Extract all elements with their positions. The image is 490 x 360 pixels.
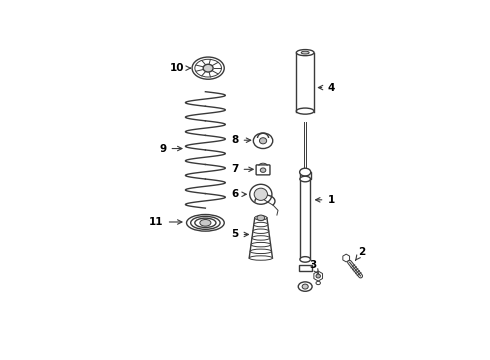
Ellipse shape [249, 256, 272, 260]
Text: 7: 7 [231, 164, 253, 174]
Ellipse shape [302, 284, 308, 289]
Ellipse shape [316, 281, 320, 285]
Ellipse shape [187, 215, 224, 231]
Ellipse shape [296, 50, 314, 56]
Ellipse shape [191, 216, 220, 229]
Ellipse shape [300, 168, 311, 176]
Ellipse shape [259, 138, 267, 144]
Ellipse shape [257, 140, 269, 146]
Ellipse shape [192, 57, 224, 79]
Text: 5: 5 [231, 229, 248, 239]
Ellipse shape [257, 215, 265, 221]
Text: 9: 9 [159, 144, 182, 153]
Ellipse shape [260, 168, 266, 172]
Ellipse shape [316, 274, 320, 278]
Ellipse shape [195, 59, 221, 77]
Text: 11: 11 [149, 217, 182, 227]
Ellipse shape [254, 222, 268, 227]
Text: 8: 8 [231, 135, 251, 145]
FancyBboxPatch shape [256, 165, 270, 175]
Ellipse shape [250, 249, 271, 253]
Ellipse shape [253, 229, 269, 233]
Ellipse shape [300, 176, 311, 182]
Text: 6: 6 [231, 189, 246, 199]
Text: 1: 1 [316, 195, 335, 205]
Ellipse shape [250, 184, 272, 204]
Ellipse shape [301, 51, 309, 54]
Ellipse shape [254, 188, 268, 201]
Text: 10: 10 [170, 63, 191, 73]
Text: 3: 3 [309, 260, 318, 274]
Ellipse shape [200, 220, 211, 226]
Ellipse shape [203, 64, 213, 72]
Text: 2: 2 [355, 247, 365, 260]
Text: 4: 4 [318, 82, 335, 93]
Ellipse shape [251, 242, 270, 247]
Ellipse shape [298, 282, 312, 291]
Ellipse shape [255, 216, 267, 220]
Bar [300, 172, 311, 179]
Ellipse shape [252, 236, 270, 240]
Ellipse shape [195, 218, 216, 228]
Bar [298, 265, 312, 271]
Ellipse shape [296, 108, 314, 114]
Ellipse shape [300, 257, 311, 262]
Ellipse shape [253, 133, 273, 149]
